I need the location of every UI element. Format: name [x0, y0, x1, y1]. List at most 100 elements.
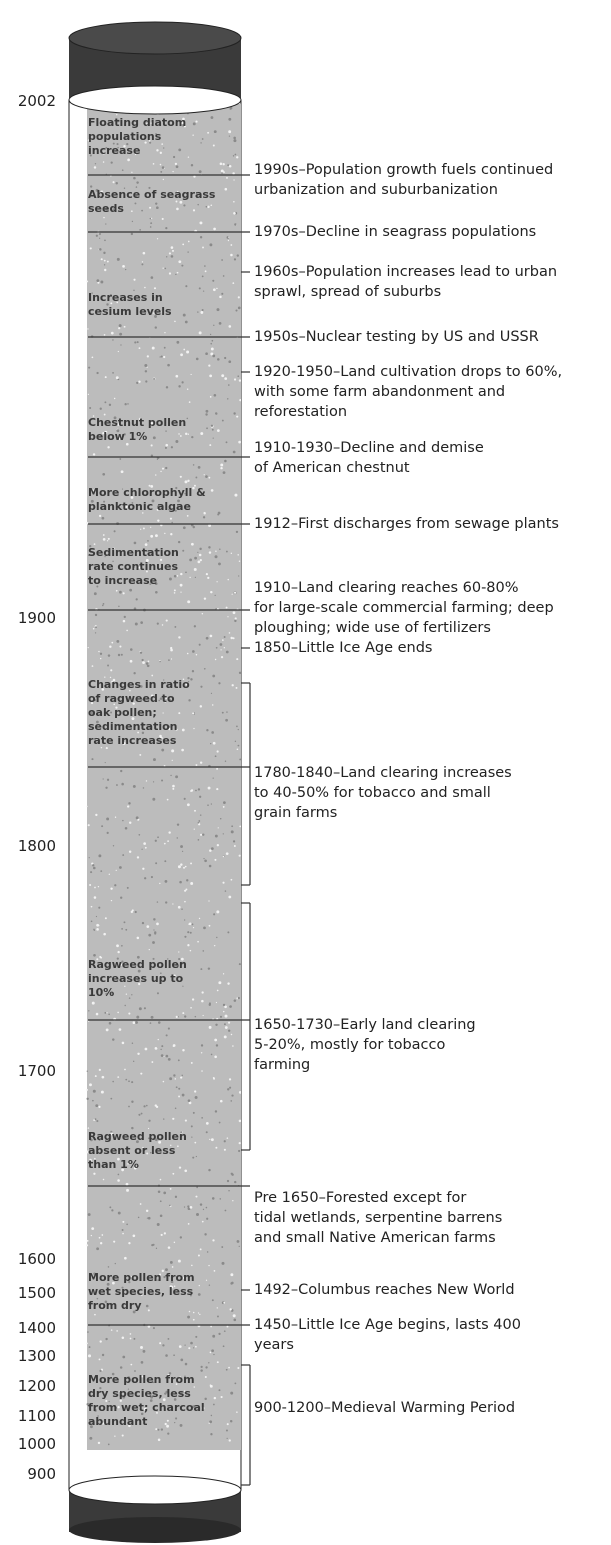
speckle	[170, 255, 174, 258]
speckle	[231, 1094, 234, 1097]
speckle	[137, 1052, 140, 1056]
speckle	[198, 1284, 200, 1287]
speckle	[163, 1232, 166, 1235]
speckle	[171, 1380, 173, 1383]
speckle	[197, 821, 200, 824]
speckle	[189, 931, 192, 934]
speckle	[162, 1398, 166, 1402]
speckle	[223, 1140, 226, 1143]
speckle	[124, 403, 127, 406]
speckle	[203, 474, 205, 476]
speckle	[90, 871, 93, 874]
speckle	[198, 553, 202, 557]
speckle	[153, 287, 157, 290]
speckle	[106, 1282, 110, 1286]
speckle	[99, 248, 102, 251]
speckle	[193, 828, 195, 830]
speckle	[117, 1157, 120, 1161]
speckle	[190, 373, 192, 376]
speckle	[205, 636, 209, 640]
speckle	[211, 339, 214, 342]
speckle	[200, 311, 204, 314]
speckle	[132, 784, 136, 788]
speckle	[131, 171, 133, 173]
speckle	[115, 869, 117, 871]
speckle	[112, 339, 114, 341]
speckle	[140, 1412, 144, 1416]
speckle	[191, 1264, 193, 1267]
speckle	[217, 827, 219, 829]
speckle	[218, 981, 222, 985]
speckle	[199, 559, 202, 562]
speckle	[116, 639, 120, 643]
speckle	[165, 227, 168, 230]
speckle	[209, 1384, 213, 1388]
speckle	[226, 1325, 229, 1328]
speckle	[238, 1091, 241, 1094]
speckle	[205, 205, 208, 208]
speckle	[238, 1245, 240, 1247]
speckle	[123, 921, 126, 924]
speckle	[157, 1021, 161, 1024]
speckle	[132, 567, 136, 570]
speckle	[232, 611, 236, 615]
speckle	[140, 621, 143, 624]
speckle	[174, 1421, 176, 1424]
speckle	[120, 344, 122, 346]
speckle	[199, 1248, 202, 1251]
speckle	[171, 249, 175, 252]
speckle	[144, 286, 146, 289]
speckle	[217, 1315, 219, 1318]
speckle	[210, 1433, 213, 1436]
speckle	[167, 725, 171, 728]
speckle	[171, 1266, 174, 1268]
speckle	[110, 1097, 113, 1100]
speckle	[121, 1336, 125, 1340]
speckle	[228, 135, 231, 137]
speckle	[95, 915, 98, 918]
speckle	[214, 1110, 218, 1113]
speckle	[230, 1282, 233, 1285]
speckle	[211, 731, 214, 734]
speckle	[142, 251, 146, 255]
speckle	[176, 574, 179, 577]
speckle	[181, 381, 184, 384]
speckle	[232, 172, 235, 175]
speckle	[170, 774, 172, 777]
speckle	[130, 232, 134, 236]
speckle	[96, 720, 99, 724]
speckle	[142, 1146, 144, 1149]
speckle	[184, 889, 187, 892]
speckle	[203, 857, 205, 860]
speckle	[102, 1422, 105, 1425]
speckle	[103, 334, 106, 336]
speckle	[157, 1190, 161, 1194]
speckle	[193, 175, 196, 178]
speckle	[110, 302, 113, 305]
speckle	[124, 1068, 126, 1071]
speckle	[124, 1256, 127, 1260]
speckle	[102, 1178, 105, 1181]
speckle	[108, 873, 110, 875]
speckle	[120, 896, 123, 899]
speckle	[139, 1406, 142, 1410]
speckle	[102, 151, 106, 155]
speckle	[136, 936, 140, 940]
speckle	[137, 969, 141, 973]
speckle	[126, 142, 129, 146]
speckle	[117, 437, 121, 440]
speckle	[165, 1354, 168, 1357]
speckle	[192, 1311, 195, 1314]
speckle	[94, 632, 97, 634]
speckle	[174, 1078, 177, 1080]
speckle	[102, 778, 104, 780]
speckle	[179, 435, 182, 437]
event-label: Pre 1650–Forested except for tidal wetla…	[254, 1190, 503, 1246]
speckle	[127, 158, 130, 162]
speckle	[123, 187, 126, 189]
speckle	[183, 919, 186, 921]
speckle	[165, 386, 169, 389]
speckle	[110, 331, 114, 335]
speckle	[228, 130, 232, 134]
speckle	[232, 282, 235, 285]
